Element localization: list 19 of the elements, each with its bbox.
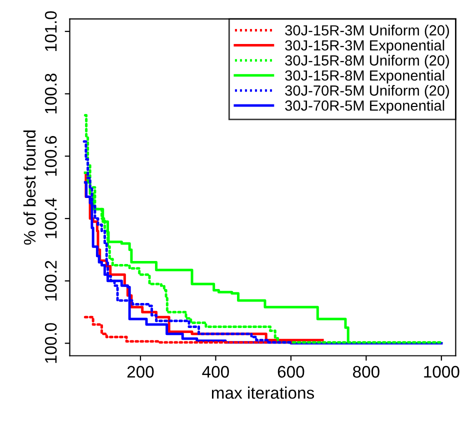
- x-tick-label: 400: [202, 366, 229, 378]
- y-tick-label: 100.6: [44, 136, 57, 176]
- y-tick-label: 100.2: [44, 260, 57, 300]
- y-tick-label: 101.0: [44, 11, 57, 51]
- x-tick-label: 1000: [424, 366, 460, 378]
- y-axis-title: % of best found: [23, 130, 36, 245]
- y-tick-label: 100.8: [44, 74, 57, 114]
- legend-label: 30J-15R-3M Exponential: [285, 40, 444, 54]
- y-tick-label: 100.4: [44, 198, 57, 238]
- legend-label: 30J-15R-8M Uniform (20): [285, 54, 449, 68]
- legend-label: 30J-70R-5M Uniform (20): [285, 84, 449, 99]
- y-tick-label: 100.0: [44, 323, 57, 363]
- legend-label: 30J-70R-5M Exponential: [285, 100, 444, 114]
- x-axis-title: max iterations: [212, 386, 314, 399]
- x-tick-label: 800: [352, 366, 380, 378]
- legend-label: 30J-15R-3M Uniform (20): [285, 24, 449, 38]
- legend-label: 30J-15R-8M Exponential: [285, 70, 444, 84]
- x-tick-label: 200: [127, 366, 154, 378]
- x-tick-label: 600: [278, 366, 304, 378]
